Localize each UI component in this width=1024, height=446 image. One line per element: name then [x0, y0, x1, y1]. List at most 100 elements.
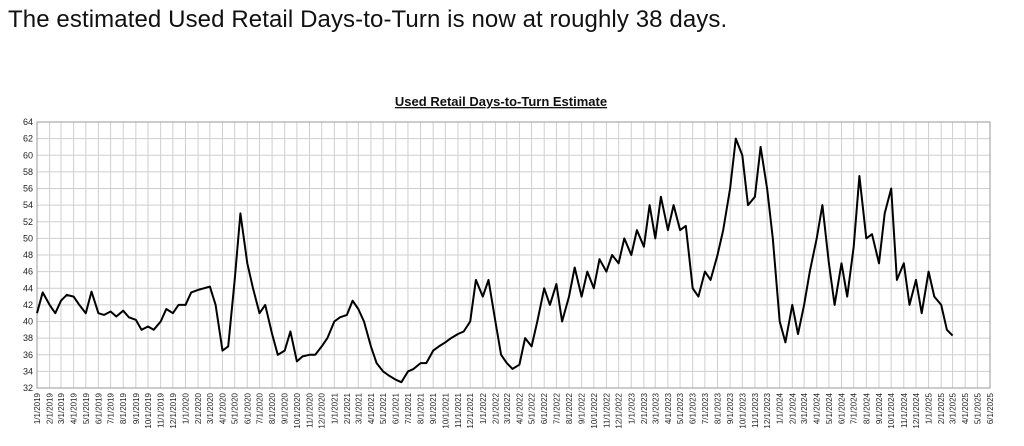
x-tick-label: 11/1/2024: [900, 392, 909, 428]
y-tick-label: 58: [23, 167, 33, 177]
x-tick-label: 1/1/2019: [33, 392, 42, 424]
x-tick-label: 8/1/2024: [862, 392, 871, 424]
x-tick-label: 4/1/2020: [218, 392, 227, 424]
x-tick-label: 8/1/2020: [268, 392, 277, 424]
x-tick-label: 4/1/2025: [961, 392, 970, 424]
x-tick-label: 5/1/2023: [676, 392, 685, 424]
x-tick-label: 10/1/2022: [590, 392, 599, 428]
y-tick-label: 32: [23, 383, 33, 393]
x-tick-label: 2/1/2019: [46, 392, 55, 424]
x-tick-label: 4/1/2019: [70, 392, 79, 424]
x-tick-label: 2/1/2020: [194, 392, 203, 424]
y-tick-label: 44: [23, 283, 33, 293]
x-tick-label: 9/1/2024: [875, 392, 884, 424]
x-tick-label: 4/1/2024: [813, 392, 822, 424]
x-tick-label: 1/1/2021: [330, 392, 339, 424]
x-tick-label: 6/1/2020: [243, 392, 252, 424]
y-tick-label: 54: [23, 200, 33, 210]
y-tick-label: 34: [23, 366, 33, 376]
x-tick-label: 12/1/2023: [763, 392, 772, 428]
x-tick-label: 3/1/2025: [949, 392, 958, 424]
x-tick-label: 3/1/2023: [651, 392, 660, 424]
x-tick-label: 7/1/2022: [552, 392, 561, 424]
plot-frame: [36, 121, 991, 389]
x-tick-label: 8/1/2023: [713, 392, 722, 424]
headline: The estimated Used Retail Days-to-Turn i…: [8, 6, 728, 33]
x-tick-label: 5/1/2025: [973, 392, 982, 424]
x-tick-label: 9/1/2020: [281, 392, 290, 424]
x-tick-label: 8/1/2021: [417, 392, 426, 424]
x-tick-label: 10/1/2020: [293, 392, 302, 428]
y-tick-label: 60: [23, 150, 33, 160]
x-tick-label: 11/1/2021: [454, 392, 463, 428]
x-axis-ticks: 1/1/2019 2/1/2019 3/1/2019 4/1/2019 5/1/2019…: [33, 392, 995, 428]
x-tick-label: 2/1/2024: [788, 392, 797, 424]
y-tick-label: 52: [23, 217, 33, 227]
x-tick-label: 12/1/2021: [466, 392, 475, 428]
y-tick-label: 56: [23, 184, 33, 194]
x-tick-label: 5/1/2021: [379, 392, 388, 424]
x-tick-label: 6/1/2023: [689, 392, 698, 424]
x-tick-label: 5/1/2019: [82, 392, 91, 424]
x-tick-label: 3/1/2021: [354, 392, 363, 424]
x-tick-label: 6/1/2019: [94, 392, 103, 424]
x-tick-label: 5/1/2024: [825, 392, 834, 424]
grid: [36, 121, 991, 389]
x-tick-label: 7/1/2024: [850, 392, 859, 424]
x-tick-label: 9/1/2022: [578, 392, 587, 424]
x-tick-label: 2/1/2022: [491, 392, 500, 424]
x-tick-label: 4/1/2021: [367, 392, 376, 424]
y-tick-label: 38: [23, 333, 33, 343]
series-layer: [36, 137, 954, 384]
x-tick-label: 2/1/2025: [937, 392, 946, 424]
x-tick-label: 8/1/2019: [119, 392, 128, 424]
x-tick-label: 2/1/2021: [343, 392, 352, 424]
x-tick-label: 5/1/2022: [528, 392, 537, 424]
x-tick-label: 9/1/2019: [132, 392, 141, 424]
x-tick-label: 12/1/2020: [318, 392, 327, 428]
y-tick-label: 62: [23, 134, 33, 144]
x-tick-label: 11/1/2023: [751, 392, 760, 428]
y-tick-label: 64: [23, 117, 33, 127]
x-tick-label: 7/1/2019: [107, 392, 116, 424]
x-tick-label: 4/1/2023: [664, 392, 673, 424]
x-tick-label: 10/1/2024: [887, 392, 896, 428]
x-tick-label: 1/1/2025: [925, 392, 934, 424]
y-tick-label: 46: [23, 267, 33, 277]
y-tick-label: 40: [23, 317, 33, 327]
x-tick-label: 10/1/2019: [144, 392, 153, 428]
x-tick-label: 12/1/2024: [912, 392, 921, 428]
x-tick-label: 11/1/2022: [602, 392, 611, 428]
x-tick-label: 1/1/2023: [627, 392, 636, 424]
x-tick-label: 12/1/2019: [169, 392, 178, 428]
series-line-0: [36, 137, 954, 384]
x-tick-label: 6/1/2024: [838, 392, 847, 424]
y-tick-label: 36: [23, 350, 33, 360]
y-axis-ticks: 32 34 36 38 40 42 44 46 48 50 52 54 56 58 60 62 64: [23, 117, 33, 393]
x-tick-label: 10/1/2023: [738, 392, 747, 428]
x-tick-label: 9/1/2023: [726, 392, 735, 424]
x-tick-label: 8/1/2022: [565, 392, 574, 424]
x-tick-label: 3/1/2022: [503, 392, 512, 424]
x-tick-label: 3/1/2020: [206, 392, 215, 424]
x-tick-label: 7/1/2020: [255, 392, 264, 424]
y-tick-label: 50: [23, 233, 33, 243]
chart-title: Used Retail Days-to-Turn Estimate: [395, 94, 607, 109]
x-tick-label: 2/1/2023: [640, 392, 649, 424]
x-tick-label: 10/1/2021: [441, 392, 450, 428]
x-tick-label: 5/1/2020: [231, 392, 240, 424]
x-tick-label: 1/1/2020: [181, 392, 190, 424]
x-tick-label: 9/1/2021: [429, 392, 438, 424]
x-tick-label: 6/1/2021: [392, 392, 401, 424]
x-tick-label: 12/1/2022: [615, 392, 624, 428]
x-tick-label: 3/1/2019: [57, 392, 66, 424]
x-tick-label: 7/1/2021: [404, 392, 413, 424]
x-tick-label: 7/1/2023: [701, 392, 710, 424]
x-tick-label: 6/1/2022: [540, 392, 549, 424]
y-tick-label: 42: [23, 300, 33, 310]
x-tick-label: 3/1/2024: [800, 392, 809, 424]
x-tick-label: 6/1/2025: [986, 392, 995, 424]
x-tick-label: 1/1/2024: [776, 392, 785, 424]
x-tick-label: 11/1/2019: [157, 392, 166, 428]
